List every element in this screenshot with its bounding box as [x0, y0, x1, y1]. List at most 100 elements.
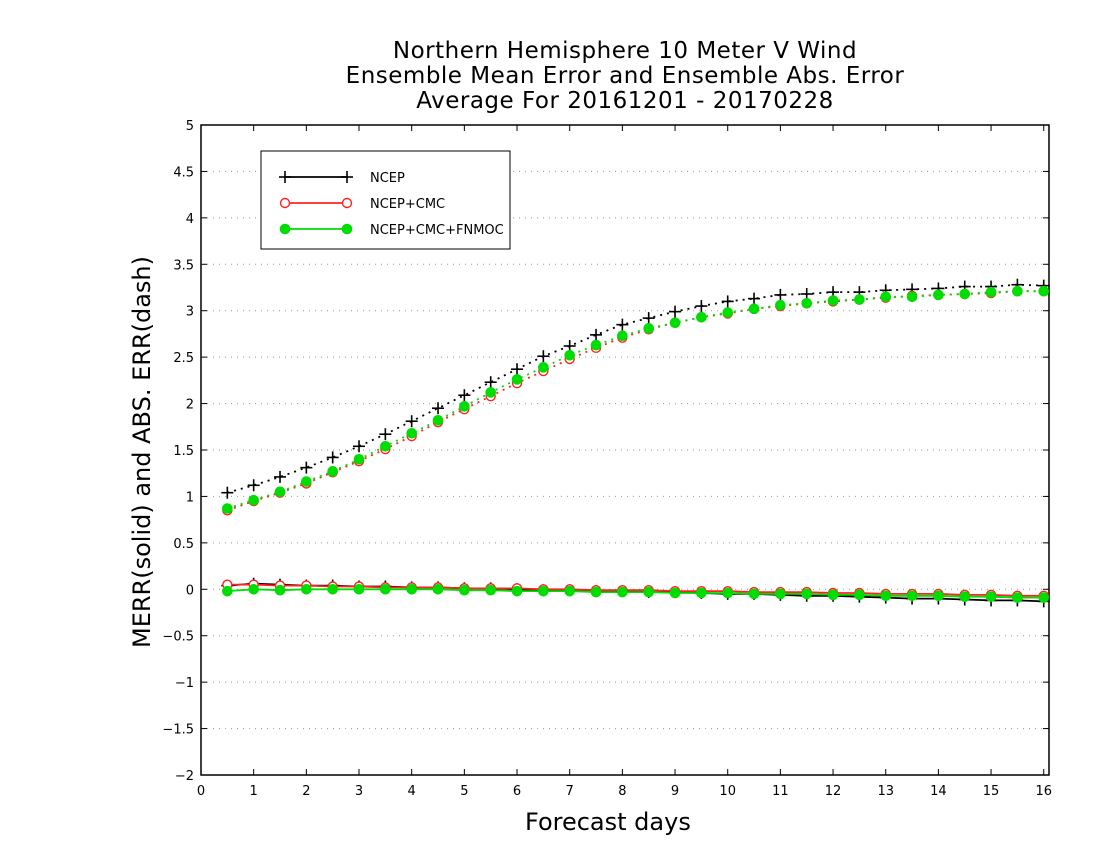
legend-item-ncep: NCEP [279, 171, 405, 186]
x-tick-label: 13 [877, 784, 894, 799]
y-tick-label: 4 [186, 212, 194, 227]
mean-err-point-ncep-cmc-fnmoc [959, 591, 971, 603]
abs-err-point-ncep [300, 461, 313, 474]
x-tick-label: 4 [408, 784, 416, 799]
abs-err-point-ncep-cmc-fnmoc [1012, 285, 1023, 297]
y-tick-label: −2 [175, 769, 194, 784]
mean-err-point-ncep-cmc-fnmoc [511, 585, 523, 597]
legend-label-ncep-cmc: NCEP+CMC [370, 197, 445, 212]
abs-err-point-ncep-cmc-fnmoc [248, 494, 259, 506]
legend-marker-ncep-cmc-fnmoc [341, 223, 353, 235]
mean-err-point-ncep-cmc-fnmoc [854, 589, 865, 601]
y-tick-label: 1 [186, 490, 194, 505]
abs-err-point-ncep-cmc-fnmoc [353, 453, 365, 465]
legend-marker-ncep-cmc [341, 197, 353, 209]
mean-err-point-ncep-cmc-fnmoc [933, 590, 944, 602]
chart-title-line-2: Ensemble Mean Error and Ensemble Abs. Er… [345, 63, 905, 89]
mean-err-point-ncep-cmc-fnmoc [248, 583, 259, 595]
abs-err-point-ncep [458, 389, 471, 402]
abs-err-point-ncep-cmc-fnmoc [801, 297, 813, 309]
abs-err-point-ncep-cmc-fnmoc [301, 476, 312, 487]
x-tick-label: 1 [250, 784, 258, 799]
abs-err-point-ncep [642, 312, 655, 325]
y-tick-label: 5 [186, 119, 194, 134]
mean-err-point-ncep-cmc-fnmoc [801, 588, 813, 600]
abs-err-point-ncep [511, 363, 524, 376]
x-tick-label: 3 [355, 784, 363, 799]
abs-err-point-ncep [353, 440, 366, 453]
abs-err-point-ncep-cmc-fnmoc [722, 307, 734, 318]
mean-err-point-ncep-cmc-fnmoc [485, 584, 496, 596]
abs-err-point-ncep [590, 328, 603, 341]
y-tick-label: 3.5 [173, 258, 194, 273]
x-axis-label: Forecast days [525, 808, 691, 836]
abs-err-point-ncep-cmc-fnmoc [775, 299, 786, 311]
legend-item-ncep-cmc-fnmoc: NCEP+CMC+FNMOC [279, 223, 504, 238]
mean-err-point-ncep-cmc-fnmoc [985, 591, 997, 603]
mean-err-point-ncep-cmc-fnmoc [432, 583, 444, 595]
mean-err-point-ncep-cmc-fnmoc [643, 586, 655, 598]
mean-err-point-ncep-cmc-fnmoc [775, 588, 786, 600]
abs-err-point-ncep-cmc-fnmoc [485, 387, 496, 398]
series-layer [221, 278, 1050, 608]
abs-err-point-ncep-cmc-fnmoc [274, 486, 286, 498]
mean-err-point-ncep-cmc-fnmoc [617, 586, 628, 598]
legend-label-ncep: NCEP [370, 171, 405, 186]
y-tick-label: −1.5 [162, 723, 194, 738]
x-tick-label: 9 [671, 784, 679, 799]
abs-err-point-ncep-cmc-fnmoc [564, 349, 575, 361]
abs-err-point-ncep-cmc-fnmoc [222, 503, 233, 514]
abs-err-point-ncep [379, 428, 392, 441]
abs-err-point-ncep [748, 292, 761, 305]
mean-err-point-ncep-cmc-fnmoc [222, 585, 233, 597]
abs-err-point-ncep [247, 479, 260, 492]
y-tick-label: 0.5 [173, 537, 194, 552]
mean-err-point-ncep-cmc-fnmoc [327, 583, 338, 595]
abs-err-point-ncep-cmc-fnmoc [827, 295, 839, 306]
x-tick-label: 12 [825, 784, 842, 799]
mean-err-point-ncep-cmc-fnmoc [301, 583, 312, 595]
y-tick-label: −1 [175, 676, 194, 691]
abs-err-point-ncep-cmc-fnmoc [906, 291, 918, 303]
legend-item-ncep-cmc: NCEP+CMC [279, 197, 445, 212]
abs-err-point-ncep-cmc-fnmoc [617, 330, 628, 342]
abs-err-point-ncep [721, 295, 734, 308]
axis-ticks: −2−1.5−1−0.500.511.522.533.544.550 1 2 3 4 5 6… [162, 119, 1052, 799]
chart-title-line-3: Average For 20161201 - 20170228 [416, 88, 834, 114]
legend-marker-ncep-cmc [279, 197, 291, 209]
series-ncep-cmc-fnmoc [222, 285, 1050, 603]
abs-err-point-ncep-cmc-fnmoc [933, 289, 944, 301]
abs-err-point-ncep [669, 305, 682, 318]
legend-label-ncep-cmc-fnmoc: NCEP+CMC+FNMOC [370, 223, 504, 238]
mean-err-point-ncep-cmc-fnmoc [406, 583, 417, 595]
mean-err-point-ncep-cmc-fnmoc [564, 585, 575, 597]
abs-err-point-ncep [616, 318, 629, 331]
mean-err-point-ncep-cmc-fnmoc [538, 585, 549, 597]
mean-err-point-ncep-cmc-fnmoc [274, 584, 286, 596]
x-tick-label: 5 [460, 784, 468, 799]
x-tick-label: 10 [719, 784, 736, 799]
abs-err-point-ncep [274, 470, 287, 483]
abs-err-point-ncep-cmc-fnmoc [432, 414, 444, 426]
x-tick-label: 16 [1035, 784, 1052, 799]
legend-marker-ncep [279, 171, 291, 183]
y-axis-label: MERR(solid) and ABS. ERR(dash) [128, 256, 156, 648]
abs-err-point-ncep-cmc-fnmoc [459, 401, 470, 412]
mean-err-point-ncep-cmc-fnmoc [459, 584, 470, 596]
mean-err-point-ncep-cmc-fnmoc [880, 590, 892, 602]
abs-err-point-ncep-cmc-fnmoc [1038, 285, 1050, 297]
abs-err-point-ncep-cmc-fnmoc [696, 311, 707, 323]
abs-err-point-ncep [405, 415, 418, 428]
x-tick-label: 7 [566, 784, 574, 799]
mean-err-point-ncep-cmc-fnmoc [827, 589, 839, 601]
abs-err-point-ncep-cmc-fnmoc [380, 440, 391, 452]
abs-err-point-ncep-cmc-fnmoc [748, 303, 760, 315]
legend: NCEP NCEP+CMC NCEP+CMC+FNMOC [260, 150, 511, 250]
y-tick-label: 0 [186, 583, 194, 598]
mean-err-point-ncep-cmc-fnmoc [748, 588, 760, 600]
abs-err-point-ncep-cmc-fnmoc [880, 291, 892, 303]
mean-err-point-ncep-cmc-fnmoc [353, 583, 365, 595]
abs-err-point-ncep-cmc-fnmoc [985, 286, 997, 298]
abs-err-point-ncep-cmc-fnmoc [959, 288, 971, 300]
abs-err-point-ncep-cmc-fnmoc [643, 323, 655, 334]
